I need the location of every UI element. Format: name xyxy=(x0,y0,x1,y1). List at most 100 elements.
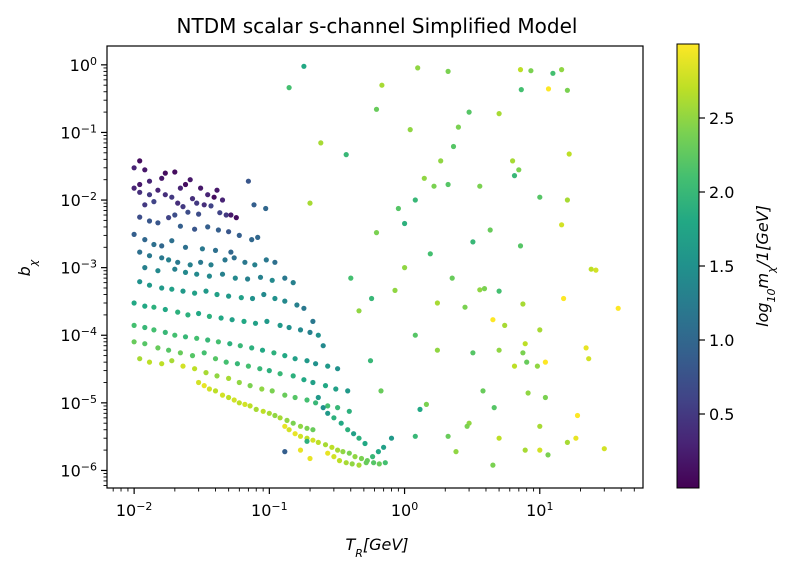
data-point xyxy=(373,230,380,236)
data-point xyxy=(198,259,204,265)
data-point xyxy=(310,379,316,386)
data-point xyxy=(146,359,153,365)
data-point xyxy=(234,361,240,367)
data-point xyxy=(496,347,502,353)
data-point xyxy=(182,244,189,250)
data-point xyxy=(155,220,161,226)
data-point xyxy=(187,262,193,268)
data-point xyxy=(348,275,354,281)
data-point xyxy=(282,392,288,398)
data-point xyxy=(166,347,172,353)
data-point xyxy=(356,435,362,441)
data-point xyxy=(253,406,259,412)
data-point xyxy=(382,460,388,466)
data-point xyxy=(131,185,137,191)
data-point xyxy=(370,454,376,460)
data-point xyxy=(583,345,589,351)
colorbar-gradient xyxy=(676,43,700,489)
data-point xyxy=(325,403,331,409)
data-point xyxy=(423,401,429,407)
data-point xyxy=(247,403,253,409)
data-point xyxy=(162,306,168,313)
data-point xyxy=(169,358,175,364)
data-point xyxy=(290,280,296,286)
data-point xyxy=(252,262,258,268)
data-point xyxy=(559,67,565,73)
data-point xyxy=(335,366,341,372)
data-point xyxy=(346,450,352,456)
data-point xyxy=(466,109,472,115)
data-point xyxy=(189,196,196,202)
data-point xyxy=(351,431,357,437)
data-point xyxy=(518,87,524,93)
data-point xyxy=(194,335,200,341)
data-point xyxy=(196,379,202,386)
data-point xyxy=(294,302,300,308)
data-point xyxy=(340,449,346,455)
data-point xyxy=(310,427,316,433)
data-point xyxy=(236,400,242,406)
data-point xyxy=(131,339,137,345)
data-point xyxy=(315,332,321,338)
data-point xyxy=(464,423,470,429)
data-point xyxy=(381,444,387,450)
data-point xyxy=(282,353,288,359)
data-point xyxy=(151,199,157,205)
data-point xyxy=(559,222,565,228)
data-point xyxy=(284,417,290,423)
data-point xyxy=(192,366,198,372)
data-point xyxy=(255,234,261,240)
data-point xyxy=(219,392,226,398)
data-point xyxy=(263,205,269,212)
data-point xyxy=(155,187,161,193)
data-point xyxy=(286,324,292,331)
data-point xyxy=(223,212,229,218)
x-tick-label: 10−2 xyxy=(116,500,153,521)
data-point xyxy=(282,298,288,304)
data-point xyxy=(172,266,178,272)
data-point xyxy=(257,274,264,280)
data-point xyxy=(356,308,362,314)
data-point xyxy=(363,460,369,466)
data-point xyxy=(524,359,530,365)
data-point xyxy=(245,363,251,369)
data-point xyxy=(450,143,457,150)
data-point xyxy=(477,287,483,293)
data-point xyxy=(131,165,137,171)
data-point xyxy=(343,152,349,158)
data-point xyxy=(217,210,223,216)
data-point xyxy=(137,189,143,195)
data-point xyxy=(169,286,175,292)
data-point xyxy=(206,313,212,319)
data-point xyxy=(263,257,269,263)
data-point xyxy=(146,218,153,224)
data-point xyxy=(346,408,352,414)
colorbar-label: log10mχ/1[GeV] xyxy=(753,205,778,327)
data-point xyxy=(257,366,263,372)
data-point xyxy=(335,447,341,453)
data-point xyxy=(185,209,191,215)
data-point xyxy=(215,339,221,345)
data-point xyxy=(345,427,351,433)
data-point xyxy=(322,383,329,389)
data-point xyxy=(192,226,198,232)
data-point xyxy=(142,265,148,271)
data-point xyxy=(222,257,228,263)
data-point xyxy=(175,259,181,265)
data-point xyxy=(269,277,275,283)
y-tick-label: 100 xyxy=(70,54,97,75)
data-point xyxy=(142,341,148,347)
data-point xyxy=(146,282,153,288)
data-point xyxy=(304,425,310,431)
data-point xyxy=(586,356,592,362)
data-point xyxy=(199,246,205,252)
data-point xyxy=(172,169,178,175)
data-point xyxy=(369,295,375,302)
x-tick-label: 100 xyxy=(391,500,418,521)
chart-title: NTDM scalar s-channel Simplified Model xyxy=(177,14,578,38)
data-point xyxy=(137,356,143,362)
data-point xyxy=(182,334,189,340)
data-point xyxy=(336,458,343,464)
data-point xyxy=(292,356,298,362)
